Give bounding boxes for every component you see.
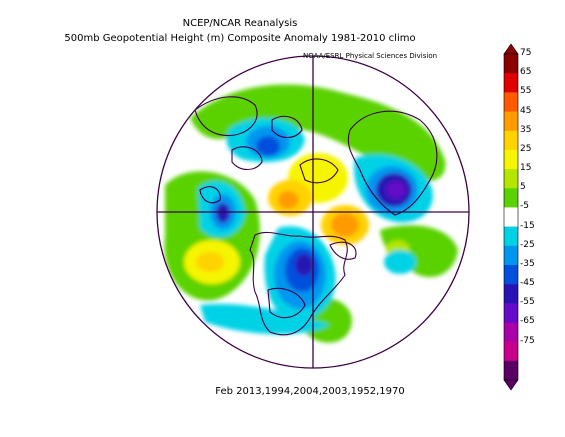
colorbar-tick-label: -15 <box>520 220 535 231</box>
colorbar-swatch <box>504 360 518 381</box>
composite-years-caption: Feb 2013,1994,2004,2003,1952,1970 <box>215 386 405 397</box>
colorbar-tick-label: -65 <box>520 316 535 327</box>
anomaly-contour-negative <box>216 203 230 223</box>
colorbar-tick-label: -25 <box>520 239 535 250</box>
colorbar-swatch <box>504 73 518 93</box>
anomaly-contour-positive <box>196 252 224 272</box>
colorbar-tick-label: -45 <box>520 278 535 289</box>
anomaly-contour-positive <box>331 213 359 237</box>
colorbar-swatch <box>504 245 518 266</box>
anomaly-contour-negative <box>200 303 330 335</box>
colorbar-tick-label: 65 <box>520 67 532 78</box>
colorbar-swatch <box>504 149 518 170</box>
subtitle: 500mb Geopotential Height (m) Composite … <box>64 33 416 44</box>
map-boundary-circle <box>156 55 470 369</box>
colorbar-tick-label: 25 <box>520 143 532 154</box>
anomaly-contour-negative <box>295 254 313 276</box>
colorbar-tick-label: 55 <box>520 86 532 97</box>
colorbar-swatch <box>504 92 518 112</box>
colorbar-swatch <box>504 322 518 342</box>
colorbar-swatch <box>504 111 518 132</box>
colorbar <box>503 43 519 391</box>
anomaly-contour-negative <box>386 181 406 199</box>
colorbar-swatch <box>504 303 518 323</box>
polar-anomaly-map <box>156 55 470 369</box>
colorbar-tick-label: -75 <box>520 335 535 346</box>
colorbar-swatch <box>504 188 518 208</box>
title: NCEP/NCAR Reanalysis <box>182 18 298 29</box>
anomaly-contour-positive <box>278 191 298 209</box>
colorbar-swatch <box>504 207 518 227</box>
anomaly-contour-negative <box>256 136 280 156</box>
credit-label: NOAA/ESRL Physical Sciences Division <box>303 52 438 60</box>
colorbar-swatch <box>504 341 518 362</box>
colorbar-tick-label: 5 <box>520 182 526 193</box>
colorbar-tick-label: -55 <box>520 297 535 308</box>
colorbar-tick-label: 15 <box>520 163 532 174</box>
colorbar-swatch <box>504 264 518 285</box>
colorbar-swatch <box>504 54 518 74</box>
anomaly-contour-negative <box>384 250 416 274</box>
colorbar-tick-label: -35 <box>520 258 535 269</box>
colorbar-swatch <box>504 226 518 247</box>
colorbar-max-arrow <box>503 43 519 55</box>
colorbar-tick-label: -5 <box>520 201 529 212</box>
colorbar-swatch <box>504 284 518 304</box>
colorbar-swatch <box>504 130 518 151</box>
colorbar-swatch <box>504 169 518 189</box>
colorbar-tick-label: 75 <box>520 48 532 58</box>
colorbar-tick-label: 45 <box>520 105 532 116</box>
anomaly-contour-positive <box>380 225 458 278</box>
colorbar-min-arrow <box>503 379 519 391</box>
colorbar-tick-label: 35 <box>520 124 532 135</box>
